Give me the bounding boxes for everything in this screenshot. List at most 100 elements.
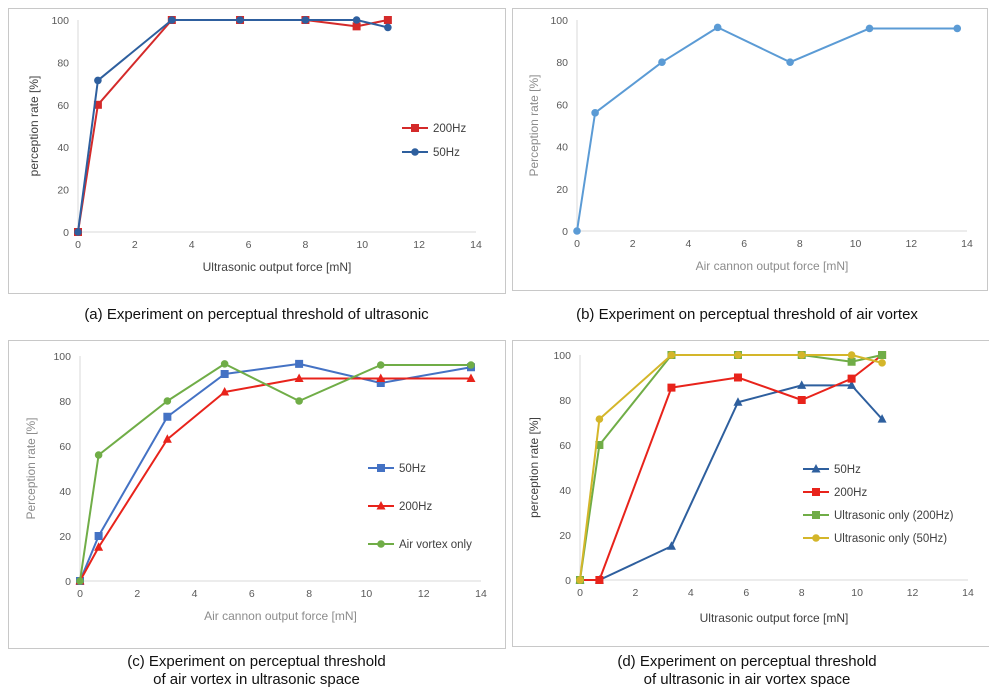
chart-panel-b: 0 2 4 6 8 10 12 14 0 20 40 60 80 100 Air cannon output…: [512, 8, 988, 291]
caption-line: (c) Experiment on perceptual threshold: [127, 653, 386, 670]
y-tick-label: 40: [556, 142, 568, 154]
data-point: [658, 58, 666, 66]
y-axis-title: Perception rate [%]: [24, 417, 38, 519]
legend-item: 50Hz: [803, 464, 861, 476]
x-tick-label: 12: [418, 588, 430, 600]
data-point: [352, 16, 361, 24]
data-point: [94, 76, 102, 85]
y-tick-label: 80: [556, 57, 568, 69]
y-tick-label: 60: [57, 100, 69, 112]
legend-item: 200Hz: [368, 501, 432, 513]
caption-a: (a) Experiment on perceptual threshold o…: [8, 306, 505, 324]
data-point: [713, 23, 722, 32]
legend-marker: [411, 148, 419, 156]
data-point: [295, 397, 303, 405]
y-tick-label: 100: [51, 15, 69, 27]
x-tick-label: 4: [189, 239, 195, 251]
caption-line: of ultrasonic in air vortex space: [643, 671, 851, 688]
legend-item: Ultrasonic only (50Hz): [803, 533, 947, 545]
legend-item: 200Hz: [402, 123, 466, 135]
data-point: [878, 359, 886, 367]
data-point: [384, 23, 392, 32]
legend-item: 50Hz: [368, 463, 426, 475]
data-point: [162, 434, 172, 443]
data-point: [733, 397, 743, 406]
legend-label: 50Hz: [399, 463, 426, 475]
x-tick-label: 4: [688, 587, 694, 599]
x-axis-title: Air cannon output force [mN]: [204, 609, 357, 623]
data-point: [734, 351, 742, 359]
data-point: [595, 441, 604, 449]
data-point: [733, 373, 742, 382]
legend-marker: [377, 540, 385, 548]
x-axis-title: Air cannon output force [mN]: [696, 259, 849, 273]
data-point: [576, 576, 584, 584]
x-tick-label: 10: [851, 587, 863, 599]
data-point: [295, 359, 304, 368]
series-50hz: [74, 16, 392, 236]
data-point: [467, 361, 475, 369]
caption-c: (c) Experiment on perceptual threshold of…: [8, 653, 505, 689]
series-data: [573, 23, 962, 235]
x-tick-label: 8: [799, 587, 805, 599]
data-point: [847, 357, 856, 366]
data-point: [847, 374, 856, 383]
panel-frame: [8, 8, 506, 294]
caption-b: (b) Experiment on perceptual threshold o…: [507, 306, 987, 324]
legend-label: 50Hz: [834, 464, 861, 476]
data-point: [797, 351, 806, 359]
x-tick-label: 6: [246, 239, 252, 251]
legend-marker: [811, 464, 821, 473]
data-point: [953, 24, 962, 33]
y-tick-label: 60: [59, 441, 71, 453]
data-point: [220, 370, 229, 378]
data-point: [666, 541, 676, 550]
y-tick-label: 0: [562, 226, 568, 238]
x-tick-label: 0: [77, 588, 83, 600]
y-tick-label: 0: [63, 227, 69, 239]
panel-frame: [512, 340, 989, 647]
y-tick-label: 60: [559, 440, 571, 452]
y-axis-title: Perception rate [%]: [527, 74, 541, 176]
caption-d: (d) Experiment on perceptual threshold of…: [507, 653, 987, 689]
x-axis-title: Ultrasonic output force [mN]: [700, 611, 849, 625]
caption-line: (a) Experiment on perceptual threshold o…: [84, 306, 429, 323]
x-tick-label: 2: [132, 239, 138, 251]
legend: 50Hz 200Hz Ultrasonic only (200Hz) Ultrason…: [803, 464, 954, 545]
x-tick-label: 12: [905, 238, 917, 250]
y-tick-label: 100: [550, 15, 568, 27]
data-point: [376, 373, 386, 382]
y-tick-label: 80: [57, 57, 69, 69]
data-point: [847, 351, 856, 359]
x-tick-label: 14: [961, 238, 973, 250]
chart-panel-d: 0 2 4 6 8 10 12 14 0 20 40 60 80 100 Ultrasonic output…: [512, 340, 989, 647]
y-tick-label: 20: [556, 184, 568, 196]
data-point: [376, 379, 385, 387]
data-point: [591, 109, 599, 117]
y-tick-label: 20: [57, 185, 69, 197]
data-point: [383, 16, 392, 24]
data-point: [667, 351, 676, 359]
series-air-vortex-only: [76, 360, 475, 585]
x-tick-label: 10: [361, 588, 373, 600]
x-tick-label: 14: [475, 588, 487, 600]
data-point: [877, 414, 887, 423]
legend-marker: [411, 124, 419, 132]
x-tick-label: 12: [907, 587, 919, 599]
data-point: [236, 16, 244, 24]
caption-line: (d) Experiment on perceptual threshold: [617, 653, 877, 670]
y-tick-label: 0: [565, 575, 571, 587]
legend-marker: [812, 511, 820, 519]
x-tick-label: 4: [192, 588, 198, 600]
x-tick-label: 8: [303, 239, 309, 251]
x-tick-label: 8: [306, 588, 312, 600]
data-point: [573, 227, 581, 235]
data-point: [797, 396, 806, 404]
caption-line: (b) Experiment on perceptual threshold o…: [576, 306, 918, 323]
legend-label: 50Hz: [433, 147, 460, 159]
panel-frame: [8, 340, 506, 649]
y-tick-label: 100: [553, 350, 571, 362]
data-point: [595, 415, 604, 423]
x-tick-label: 10: [356, 239, 368, 251]
